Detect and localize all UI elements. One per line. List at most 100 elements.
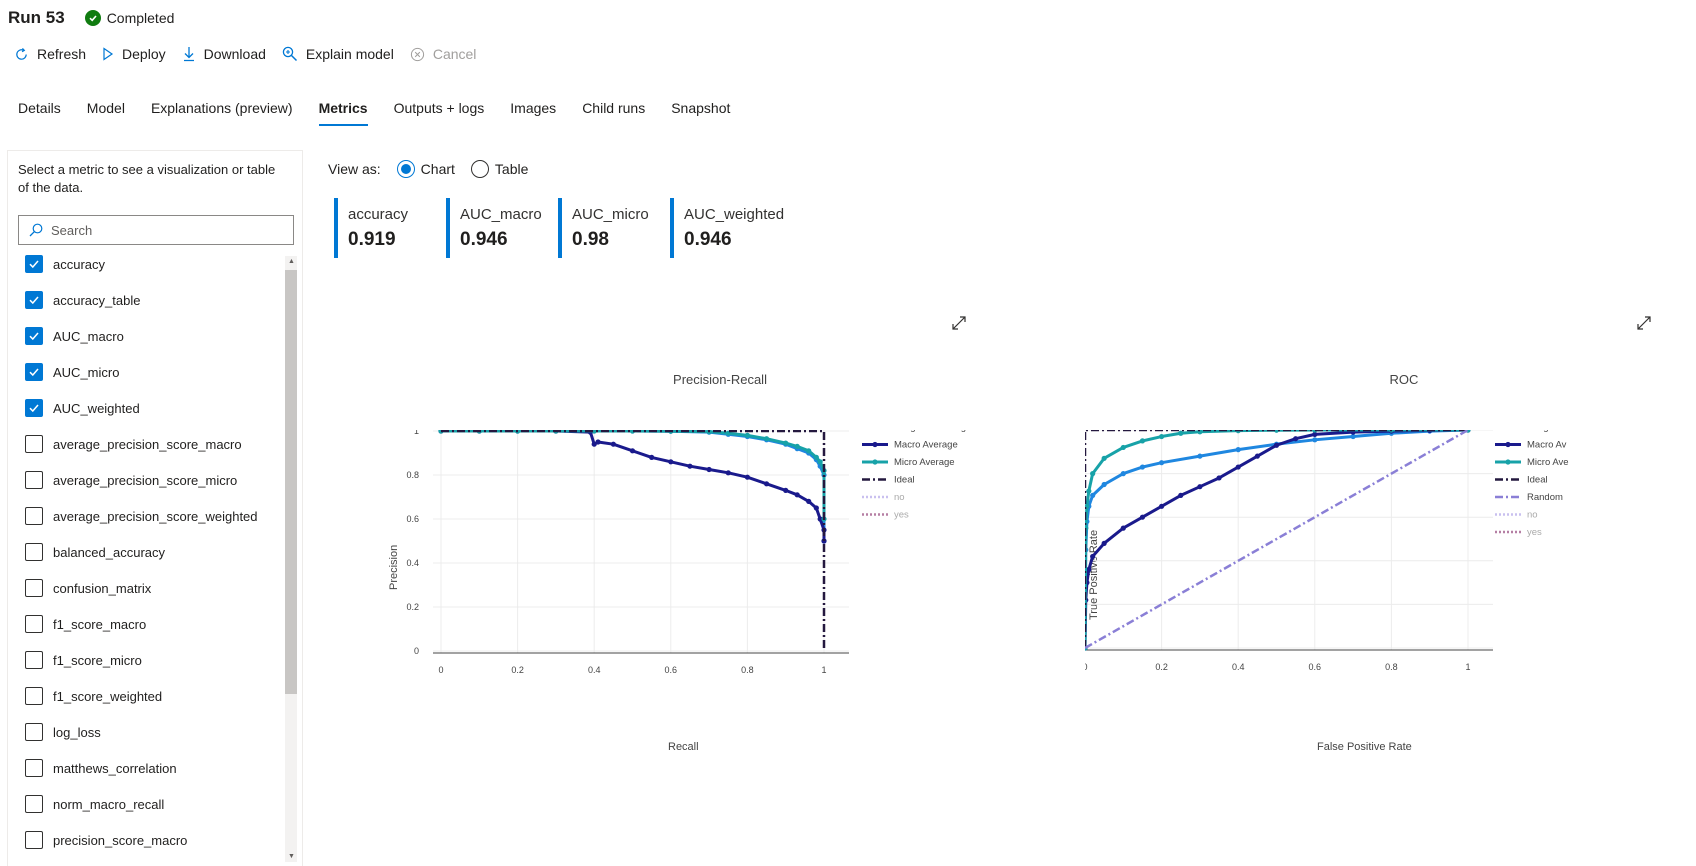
legend-label[interactable]: Weighted <box>1527 430 1567 433</box>
legend-label[interactable]: Ideal <box>894 475 915 486</box>
toolbar: Refresh Deploy Download Explain model Ca… <box>14 46 492 62</box>
data-point <box>1139 514 1146 520</box>
checkbox[interactable] <box>25 651 43 669</box>
checkbox[interactable] <box>25 507 43 525</box>
checkbox-checked[interactable] <box>25 255 43 273</box>
metric-item-auc_weighted[interactable]: AUC_weighted <box>25 397 140 419</box>
legend-label[interactable]: yes <box>1527 527 1542 538</box>
tab-metrics[interactable]: Metrics <box>318 100 368 126</box>
table-radio[interactable] <box>470 160 489 178</box>
checkbox-checked[interactable] <box>25 327 43 345</box>
download-button[interactable]: Download <box>182 46 266 62</box>
scrollbar-thumb[interactable] <box>285 270 297 694</box>
refresh-label: Refresh <box>37 46 87 62</box>
metric-item-label: average_precision_score_micro <box>53 472 238 488</box>
chart-radio[interactable] <box>396 160 415 178</box>
cancel-button[interactable]: Cancel <box>410 46 476 62</box>
metric-list-scrollbar[interactable]: ▲ ▼ <box>285 256 297 862</box>
metric-item-average_precision_score_weighted[interactable]: average_precision_score_weighted <box>25 505 258 527</box>
data-point <box>706 466 712 473</box>
deploy-label: Deploy <box>122 46 166 62</box>
legend-label[interactable]: Random <box>1527 492 1563 503</box>
metric-item-label: accuracy_table <box>53 292 141 308</box>
metric-item-f1_score_micro[interactable]: f1_score_micro <box>25 649 142 671</box>
run-header: Run 53 Completed <box>8 6 174 30</box>
metric-item-confusion_matrix[interactable]: confusion_matrix <box>25 577 151 599</box>
tab-child-runs[interactable]: Child runs <box>582 100 646 116</box>
checkbox[interactable] <box>25 471 43 489</box>
checkbox-checked[interactable] <box>25 291 43 309</box>
metric-item-auc_macro[interactable]: AUC_macro <box>25 325 124 347</box>
tab-snapshot[interactable]: Snapshot <box>671 100 731 116</box>
explain-model-button[interactable]: Explain model <box>282 46 394 62</box>
metric-item-label: AUC_micro <box>53 364 120 380</box>
checkbox[interactable] <box>25 579 43 597</box>
data-point <box>1273 430 1280 433</box>
data-point <box>813 505 819 511</box>
deploy-button[interactable]: Deploy <box>102 46 166 62</box>
checkbox[interactable] <box>25 795 43 813</box>
metric-item-matthews_correlation[interactable]: matthews_correlation <box>25 757 177 779</box>
metric-item-label: AUC_macro <box>53 328 124 344</box>
explain-model-label: Explain model <box>305 46 394 62</box>
data-point <box>1159 460 1165 466</box>
metric-card-label: AUC_weighted <box>684 206 785 223</box>
legend-marker <box>872 459 878 465</box>
checkbox[interactable] <box>25 759 43 777</box>
metric-card-value: 0.98 <box>572 229 609 250</box>
tab-model[interactable]: Model <box>86 100 125 116</box>
legend-label[interactable]: Micro Average <box>894 457 955 468</box>
metric-item-norm_macro_recall[interactable]: norm_macro_recall <box>25 793 164 815</box>
checkmark-icon <box>29 368 39 377</box>
metric-item-auc_micro[interactable]: AUC_micro <box>25 361 119 383</box>
data-point <box>1273 442 1280 448</box>
metric-item-precision_score_macro[interactable]: precision_score_macro <box>25 829 187 851</box>
checkbox[interactable] <box>25 543 43 561</box>
data-point <box>763 481 770 487</box>
expand-chart-icon[interactable] <box>951 315 967 336</box>
legend-label[interactable]: Macro Av <box>1527 440 1567 451</box>
metric-item-f1_score_weighted[interactable]: f1_score_weighted <box>25 685 162 707</box>
legend-label[interactable]: no <box>1527 510 1538 521</box>
search-input[interactable]: Search <box>18 215 294 245</box>
legend-label[interactable]: Ideal <box>1527 475 1548 486</box>
legend-label[interactable]: Micro Ave <box>1527 457 1569 468</box>
legend-label[interactable]: no <box>894 492 905 503</box>
checkbox[interactable] <box>25 615 43 633</box>
metric-item-accuracy[interactable]: accuracy <box>25 253 105 275</box>
tab-explanations[interactable]: Explanations (preview) <box>150 100 293 116</box>
chart-radio-label[interactable]: Chart <box>420 161 455 177</box>
legend-label[interactable]: Weighted Average <box>894 430 971 433</box>
tab-details[interactable]: Details <box>18 100 61 116</box>
expand-chart-icon[interactable] <box>1636 315 1652 336</box>
scroll-up-icon[interactable]: ▲ <box>288 258 295 265</box>
checkmark-icon <box>29 404 39 413</box>
checkbox-checked[interactable] <box>25 399 43 417</box>
checkbox[interactable] <box>25 687 43 705</box>
tab-images[interactable]: Images <box>510 100 557 116</box>
checkmark-icon <box>29 260 39 269</box>
legend-label[interactable]: Macro Average <box>894 440 958 451</box>
checkbox[interactable] <box>25 831 43 849</box>
metric-item-label: norm_macro_recall <box>53 796 165 812</box>
legend-label[interactable]: yes <box>894 510 909 521</box>
checkmark-icon <box>29 332 39 341</box>
x-tick-label: 0.6 <box>1309 662 1322 672</box>
tab-outputs-logs[interactable]: Outputs + logs <box>393 100 485 116</box>
scroll-down-icon[interactable]: ▼ <box>288 853 295 860</box>
metric-item-log_loss[interactable]: log_loss <box>25 721 101 743</box>
data-point <box>1120 444 1126 451</box>
metric-item-f1_score_macro[interactable]: f1_score_macro <box>25 613 146 635</box>
refresh-button[interactable]: Refresh <box>14 46 86 62</box>
metric-item-average_precision_score_macro[interactable]: average_precision_score_macro <box>25 433 242 455</box>
metric-item-balanced_accuracy[interactable]: balanced_accuracy <box>25 541 165 563</box>
x-tick-label: 0.8 <box>741 665 754 675</box>
metric-item-accuracy_table[interactable]: accuracy_table <box>25 289 140 311</box>
metric-item-average_precision_score_micro[interactable]: average_precision_score_micro <box>25 469 237 491</box>
checkbox[interactable] <box>25 435 43 453</box>
data-point <box>806 448 812 454</box>
y-tick-label: 0.6 <box>406 514 419 524</box>
checkbox-checked[interactable] <box>25 363 43 381</box>
checkbox[interactable] <box>25 723 43 741</box>
table-radio-label[interactable]: Table <box>494 161 529 177</box>
